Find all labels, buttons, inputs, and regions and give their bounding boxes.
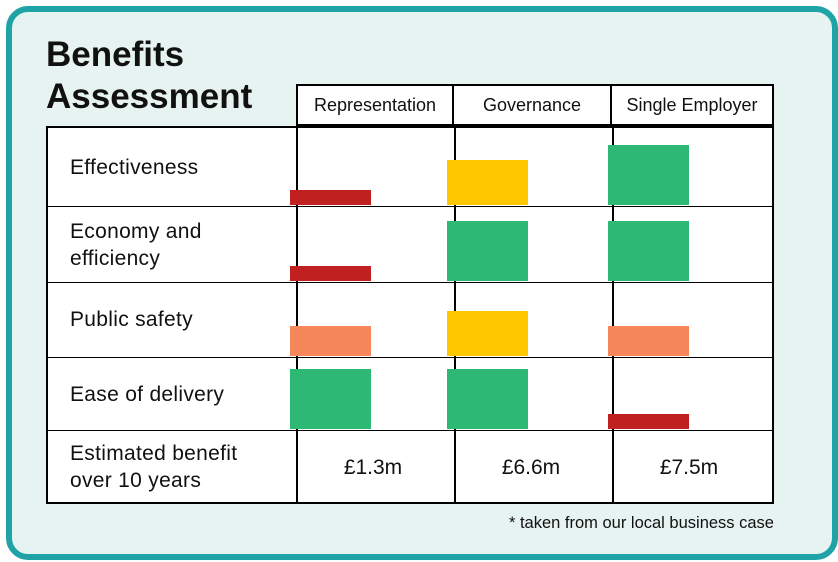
- rating-bar-single-employer-3: [608, 326, 689, 356]
- rating-bar-governance-4: [447, 369, 528, 429]
- row-label-effectiveness: Effectiveness: [70, 156, 199, 179]
- row-divider: [48, 357, 772, 358]
- rating-bar-single-employer-1: [608, 145, 689, 205]
- column-divider: [296, 128, 298, 502]
- rating-bar-governance-2: [447, 221, 528, 281]
- title-line-1: Benefits: [46, 35, 185, 74]
- benefit-value-representation: £1.3m: [343, 456, 403, 479]
- title-line-2: Assessment: [46, 77, 253, 116]
- rating-bar-governance-1: [447, 160, 528, 205]
- rating-bar-governance-3: [447, 311, 528, 356]
- column-header-single-employer: Single Employer: [610, 84, 774, 126]
- column-header-representation: Representation: [296, 84, 454, 126]
- rating-bar-representation-3: [290, 326, 371, 356]
- benefit-value-single-employer: £7.5m: [659, 456, 719, 479]
- assessment-grid: Effectiveness Economy and efficiency Pub…: [46, 126, 774, 504]
- row-divider: [48, 206, 772, 207]
- page-title: Benefits Assessment: [46, 34, 252, 118]
- row-label-ease-of-delivery: Ease of delivery: [70, 383, 225, 406]
- rating-bar-single-employer-4: [608, 414, 689, 429]
- rating-bar-representation-1: [290, 190, 371, 205]
- footnote: * taken from our local business case: [508, 514, 774, 532]
- row-label-economy-efficiency: Economy and efficiency: [70, 220, 202, 270]
- row-divider: [48, 430, 772, 431]
- benefit-value-governance: £6.6m: [501, 456, 561, 479]
- rating-bar-representation-2: [290, 266, 371, 281]
- rating-bar-single-employer-2: [608, 221, 689, 281]
- rating-bar-representation-4: [290, 369, 371, 429]
- row-label-estimated-benefit: Estimated benefit over 10 years: [70, 442, 238, 492]
- row-label-public-safety: Public safety: [70, 308, 193, 331]
- column-divider: [612, 128, 614, 502]
- row-divider: [48, 282, 772, 283]
- column-header-governance: Governance: [452, 84, 612, 126]
